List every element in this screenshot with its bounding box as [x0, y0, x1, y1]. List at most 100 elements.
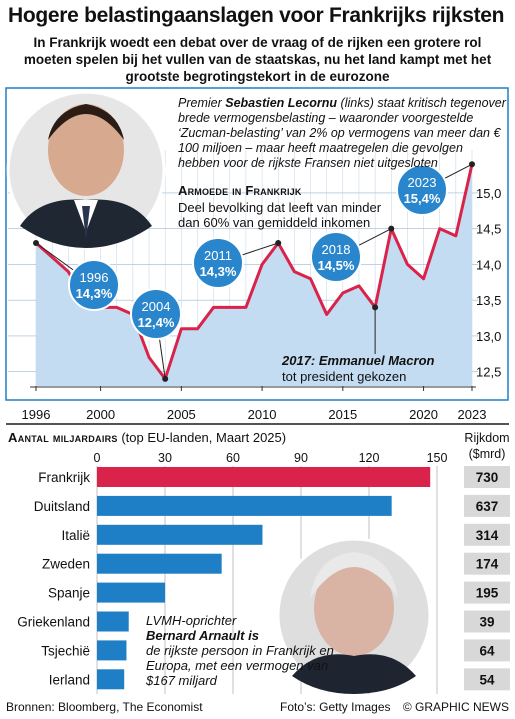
- lecornu-photo: [6, 90, 166, 250]
- callout-bubble: [130, 288, 182, 340]
- x-tick-label: 2020: [409, 407, 438, 422]
- bar: [97, 669, 125, 690]
- wealth-value: 64: [479, 643, 495, 658]
- callout-year: 1996: [80, 270, 109, 285]
- wealth-value: 195: [476, 586, 499, 601]
- y-tick-label: 14,0: [476, 257, 501, 272]
- billionaires-title: Aantal miljardairs (top EU-landen, Maart…: [8, 430, 286, 445]
- billionaires-title-bold: Aantal miljardairs: [8, 430, 118, 445]
- bar-category-label: Tsjechië: [41, 643, 90, 658]
- callout-value: 14,3%: [76, 286, 113, 301]
- x-tick-label: 2010: [248, 407, 277, 422]
- callout-year: 2004: [142, 299, 171, 314]
- lecornu-note: Premier Sebastien Lecornu (links) staat …: [178, 96, 508, 171]
- sources: Bronnen: Bloomberg, The Economist: [6, 700, 203, 714]
- poverty-chart-subtitle: Deel bevolking dat leeft van minder dan …: [178, 200, 382, 230]
- bar-category-label: Duitsland: [34, 499, 90, 514]
- wealth-value: 730: [476, 470, 499, 485]
- bar-x-tick-label: 120: [359, 451, 380, 465]
- y-tick-label: 13,0: [476, 329, 501, 344]
- page-title: Hogere belastingaanslagen voor Frankrijk…: [8, 4, 505, 27]
- callout-value: 14,3%: [200, 264, 237, 279]
- callout-bubble: [396, 164, 448, 216]
- photo-credit: Foto’s: Getty Images: [280, 700, 391, 714]
- callout-value: 15,4%: [404, 191, 441, 206]
- bar-category-label: Spanje: [48, 586, 90, 601]
- y-tick-label: 13,5: [476, 293, 501, 308]
- bar-x-tick-label: 60: [226, 451, 240, 465]
- y-tick-label: 15,0: [476, 186, 501, 201]
- bar: [97, 611, 129, 632]
- callout-year: 2023: [408, 175, 437, 190]
- bar-x-tick-label: 90: [294, 451, 308, 465]
- callout-point: [162, 375, 169, 382]
- bar: [97, 640, 127, 661]
- bar: [97, 553, 222, 574]
- callout-point: [33, 239, 39, 246]
- wealth-value: 637: [476, 499, 499, 514]
- bar: [97, 582, 165, 603]
- callout-bubble: [310, 231, 362, 283]
- wealth-cell: [464, 668, 510, 691]
- bar: [97, 467, 431, 487]
- poverty-chart-title: Armoede in Frankrijk: [178, 183, 302, 198]
- poverty-area: [36, 164, 472, 386]
- wealth-value: 314: [476, 528, 499, 543]
- bar-category-label: Ierland: [49, 672, 90, 687]
- bar: [97, 524, 263, 545]
- standfirst: In Frankrijk woedt een debat over de vra…: [23, 35, 492, 84]
- bar: [97, 495, 392, 516]
- x-tick-label: 2000: [86, 407, 115, 422]
- wealth-cell: [464, 494, 510, 517]
- callout-point: [275, 239, 282, 246]
- callout-point: [469, 161, 475, 168]
- copyright: © GRAPHIC NEWS: [402, 700, 509, 714]
- arnault-name: Bernard Arnault: [146, 628, 245, 643]
- wealth-cell: [464, 523, 510, 546]
- arnault-note-line1: LVMH-oprichter: [146, 613, 237, 628]
- billionaires-title-rest: (top EU-landen, Maart 2025): [117, 430, 287, 445]
- bar-category-label: Frankrijk: [38, 470, 90, 485]
- wealth-cell: [464, 581, 510, 604]
- wealth-value: 54: [479, 672, 495, 687]
- bar-x-tick-label: 0: [94, 451, 101, 465]
- callout-bubble: [192, 237, 244, 289]
- bar-x-tick-label: 30: [158, 451, 172, 465]
- callout-year: 2011: [204, 248, 232, 263]
- macron-annotation: 2017: Emmanuel Macron tot president geko…: [282, 353, 434, 385]
- y-tick-label: 14,5: [476, 222, 501, 237]
- macron-year: 2017:: [282, 353, 316, 368]
- wealth-cell: [464, 466, 510, 488]
- lecornu-name: Sebastien Lecornu: [225, 96, 338, 110]
- lecornu-note-prefix: Premier: [178, 96, 226, 110]
- arnault-note-text: de rijkste persoon in Frankrijk en Europ…: [146, 643, 334, 688]
- bar-x-tick-label: 150: [427, 451, 448, 465]
- macron-name: Emmanuel Macron: [315, 353, 435, 368]
- wealth-column-header: Rijkdom ($mrd): [462, 430, 512, 462]
- arnault-verb: is: [244, 628, 259, 643]
- x-tick-label: 2015: [328, 407, 357, 422]
- wealth-cell: [464, 552, 510, 575]
- wealth-cell: [464, 639, 510, 662]
- callout-point: [388, 225, 395, 232]
- x-tick-label: 2023: [458, 407, 487, 422]
- callout-value: 12,4%: [138, 315, 175, 330]
- wealth-value: 39: [479, 615, 494, 630]
- wealth-value: 174: [476, 557, 499, 572]
- bar-category-label: Zweden: [42, 557, 90, 572]
- arnault-note: LVMH-oprichter Bernard Arnault is de rij…: [146, 613, 346, 688]
- arnault-photo: [276, 537, 432, 694]
- wealth-cell: [464, 610, 510, 633]
- x-tick-label: 1996: [22, 407, 51, 422]
- y-tick-label: 12,5: [476, 365, 501, 380]
- callout-year: 2018: [322, 242, 351, 257]
- lecornu-note-text: (links) staat kritisch tegenover brede v…: [178, 96, 506, 170]
- callout-value: 14,5%: [318, 258, 355, 273]
- bar-category-label: Italië: [61, 528, 90, 543]
- x-tick-label: 2005: [167, 407, 196, 422]
- poverty-series-line: [35, 163, 474, 381]
- bar-category-label: Griekenland: [17, 615, 90, 630]
- wealth-header-line2: ($mrd): [468, 447, 506, 461]
